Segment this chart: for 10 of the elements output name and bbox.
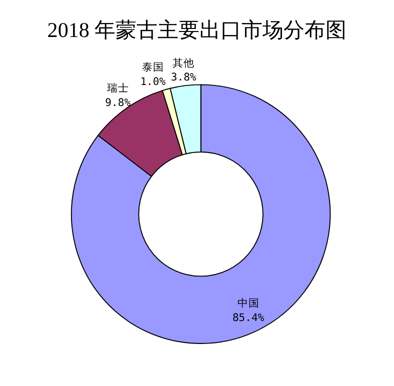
data-label: 85.4%	[232, 312, 265, 324]
data-label: 1.0%	[140, 76, 166, 88]
data-label: 3.8%	[170, 72, 197, 84]
slice-label: 泰国	[142, 62, 164, 74]
donut-slice	[70, 84, 331, 344]
slice-label: 其他	[172, 56, 195, 70]
slice-label: 中国	[237, 296, 260, 310]
chart-title: 2018 年蒙古主要出口市场分布图	[47, 18, 347, 42]
slice-label: 瑞士	[106, 81, 129, 94]
data-label: 9.8%	[105, 96, 132, 109]
